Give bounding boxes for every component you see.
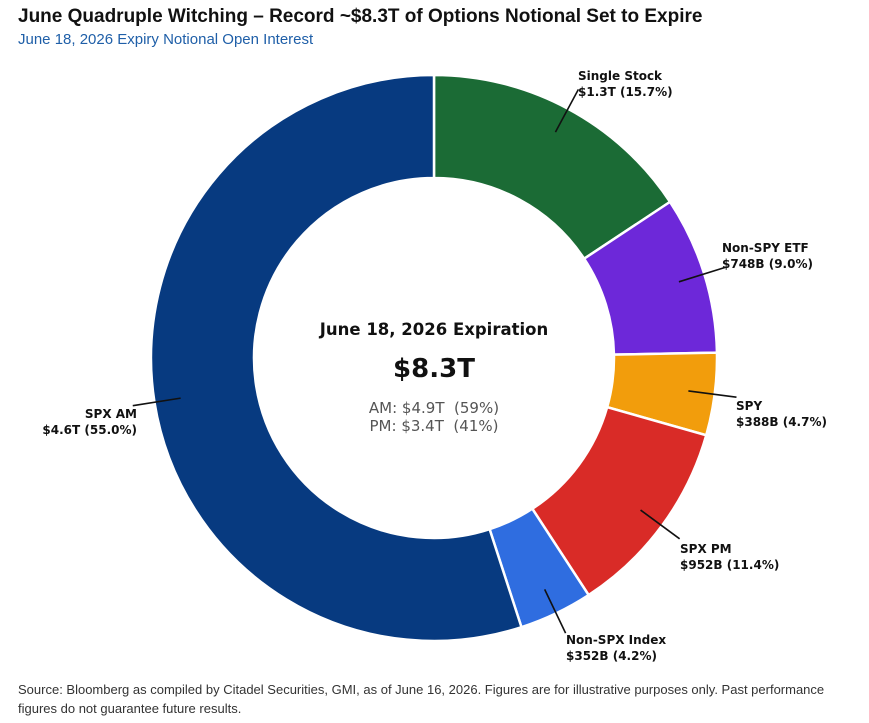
center-total: $8.3T bbox=[393, 354, 475, 384]
slice-label-value-non-spy-etf: $748B (9.0%) bbox=[722, 257, 813, 271]
slice-label-value-non-spx-index: $352B (4.2%) bbox=[566, 649, 657, 663]
slice-spx-am bbox=[149, 73, 524, 643]
chart-title: June Quadruple Witching – Record ~$8.3T … bbox=[18, 6, 703, 27]
slice-label-name-non-spy-etf: Non-SPY ETF bbox=[722, 241, 809, 255]
slice-label-value-spx-pm: $952B (11.4%) bbox=[680, 558, 779, 572]
center-am-line: AM: $4.9T (59%) bbox=[369, 399, 499, 417]
slice-label-name-non-spx-index: Non-SPX Index bbox=[566, 633, 666, 647]
leader-line-single-stock bbox=[554, 88, 580, 133]
slice-label-name-spx-am: SPX AM bbox=[85, 407, 137, 421]
slice-label-name-spy: SPY bbox=[736, 399, 762, 413]
slice-label-value-spx-am: $4.6T (55.0%) bbox=[42, 423, 137, 437]
slice-labels: Single Stock $1.3T (15.7%) Non-SPY ETF $748… bbox=[42, 69, 827, 663]
slice-label-name-single-stock: Single Stock bbox=[578, 69, 663, 83]
center-pm-line: PM: $3.4T (41%) bbox=[370, 417, 499, 435]
leader-line-non-spx-index bbox=[543, 589, 567, 634]
label-leader-lines bbox=[132, 88, 737, 634]
leader-line-spy bbox=[688, 390, 737, 398]
leader-line-spx-pm bbox=[640, 509, 681, 540]
slice-label-name-spx-pm: SPX PM bbox=[680, 542, 732, 556]
source-footnote: Source: Bloomberg as compiled by Citadel… bbox=[18, 682, 825, 716]
donut-slices bbox=[149, 73, 719, 643]
leader-line-spx-am bbox=[132, 397, 181, 407]
chart-subtitle: June 18, 2026 Expiry Notional Open Inter… bbox=[18, 31, 314, 48]
slice-label-value-single-stock: $1.3T (15.7%) bbox=[578, 85, 673, 99]
center-title: June 18, 2026 Expiration bbox=[319, 320, 549, 339]
slice-label-value-spy: $388B (4.7%) bbox=[736, 415, 827, 429]
leader-line-non-spy-etf bbox=[678, 266, 726, 283]
